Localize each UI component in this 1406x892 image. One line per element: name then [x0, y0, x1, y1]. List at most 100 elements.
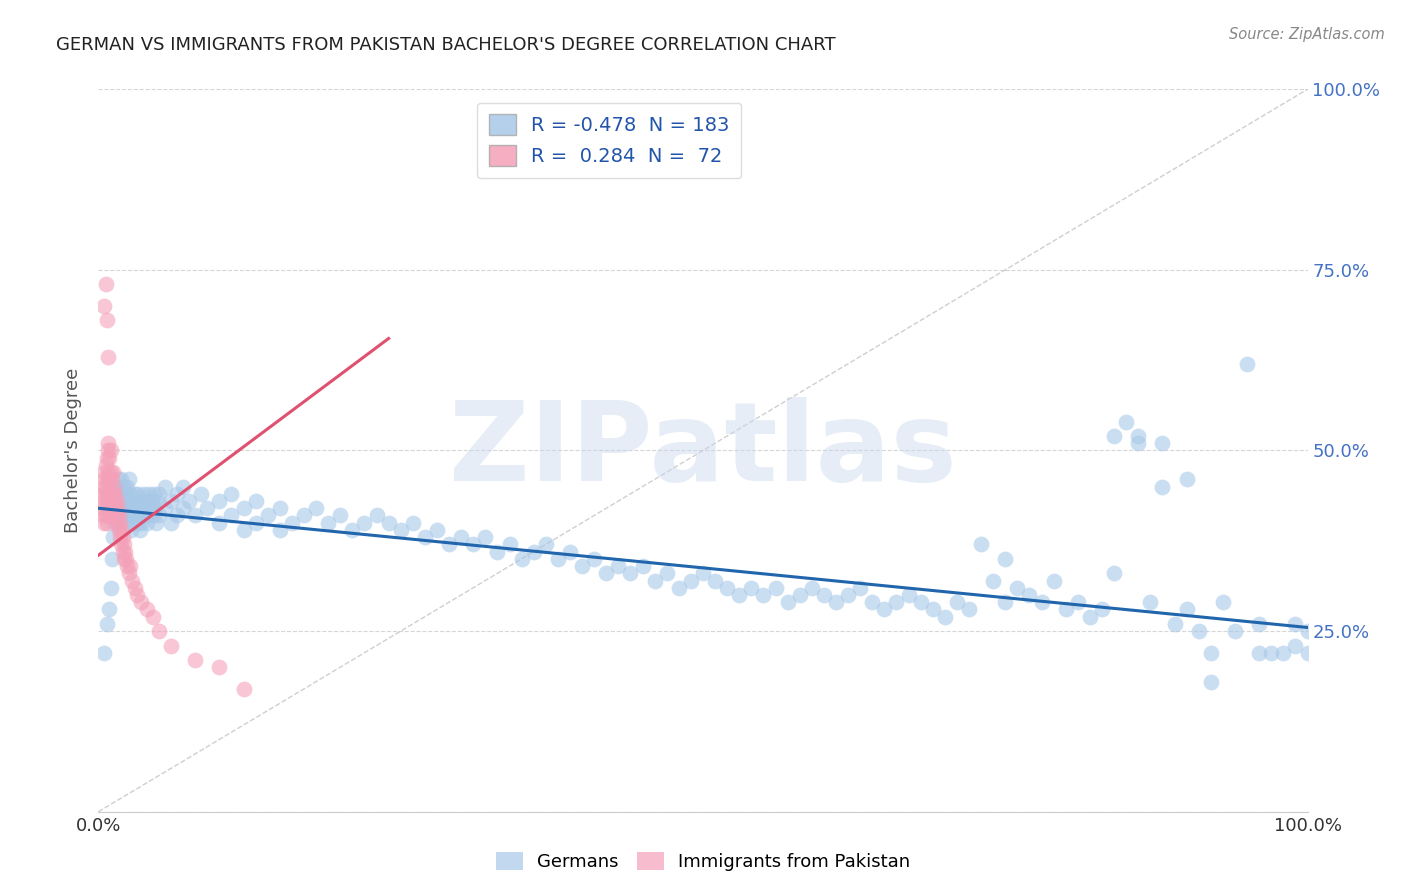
Point — [486, 544, 509, 558]
Point — [970, 537, 993, 551]
Point — [728, 588, 751, 602]
Point — [129, 516, 152, 530]
Point — [377, 516, 399, 530]
Point — [117, 480, 139, 494]
Point — [1272, 646, 1295, 660]
Point — [232, 681, 254, 696]
Point — [1091, 602, 1114, 616]
Point — [101, 508, 124, 523]
Point — [135, 501, 157, 516]
Point — [849, 581, 872, 595]
Y-axis label: Bachelor's Degree: Bachelor's Degree — [65, 368, 83, 533]
Point — [1115, 415, 1137, 429]
Point — [96, 313, 118, 327]
Point — [957, 602, 980, 616]
Point — [208, 494, 231, 508]
Point — [934, 609, 956, 624]
Point — [108, 530, 131, 544]
Point — [1018, 588, 1040, 602]
Text: Source: ZipAtlas.com: Source: ZipAtlas.com — [1229, 27, 1385, 42]
Point — [208, 660, 231, 674]
Point — [994, 595, 1017, 609]
Point — [129, 595, 152, 609]
Point — [353, 516, 375, 530]
Point — [1139, 595, 1161, 609]
Point — [179, 494, 201, 508]
Point — [1054, 602, 1077, 616]
Point — [1296, 624, 1319, 639]
Point — [366, 508, 388, 523]
Point — [105, 516, 128, 530]
Point — [910, 595, 932, 609]
Point — [765, 581, 787, 595]
Point — [184, 653, 207, 667]
Point — [110, 472, 132, 486]
Point — [91, 501, 114, 516]
Point — [837, 588, 859, 602]
Point — [221, 508, 243, 523]
Point — [121, 574, 143, 588]
Point — [127, 516, 149, 530]
Point — [107, 494, 129, 508]
Point — [1163, 616, 1185, 631]
Point — [184, 508, 207, 523]
Point — [134, 487, 156, 501]
Point — [131, 494, 153, 508]
Point — [127, 494, 149, 508]
Point — [316, 516, 339, 530]
Point — [245, 494, 267, 508]
Point — [143, 501, 166, 516]
Point — [97, 350, 120, 364]
Point — [160, 494, 183, 508]
Point — [135, 516, 157, 530]
Point — [523, 544, 546, 558]
Point — [94, 480, 117, 494]
Point — [127, 508, 149, 523]
Point — [208, 516, 231, 530]
Point — [292, 508, 315, 523]
Point — [101, 465, 124, 479]
Point — [534, 537, 557, 551]
Point — [139, 501, 162, 516]
Point — [994, 551, 1017, 566]
Point — [96, 616, 118, 631]
Point — [93, 465, 115, 479]
Point — [96, 516, 118, 530]
Point — [160, 516, 183, 530]
Point — [111, 530, 134, 544]
Point — [110, 537, 132, 551]
Point — [166, 487, 188, 501]
Point — [232, 523, 254, 537]
Point — [114, 516, 136, 530]
Point — [153, 501, 176, 516]
Point — [1284, 639, 1306, 653]
Point — [153, 480, 176, 494]
Point — [1042, 574, 1064, 588]
Point — [98, 472, 121, 486]
Point — [450, 530, 472, 544]
Point — [571, 559, 593, 574]
Point — [115, 487, 138, 501]
Point — [128, 501, 150, 516]
Point — [93, 299, 115, 313]
Point — [776, 595, 799, 609]
Point — [305, 501, 328, 516]
Point — [101, 530, 124, 544]
Point — [115, 551, 138, 566]
Point — [100, 472, 122, 486]
Point — [127, 588, 149, 602]
Point — [122, 508, 145, 523]
Text: GERMAN VS IMMIGRANTS FROM PAKISTAN BACHELOR'S DEGREE CORRELATION CHART: GERMAN VS IMMIGRANTS FROM PAKISTAN BACHE… — [56, 36, 835, 54]
Point — [138, 487, 160, 501]
Point — [125, 494, 148, 508]
Point — [679, 574, 702, 588]
Point — [97, 443, 120, 458]
Point — [692, 566, 714, 581]
Point — [135, 602, 157, 616]
Point — [800, 581, 823, 595]
Point — [146, 494, 169, 508]
Point — [108, 501, 131, 516]
Point — [101, 487, 124, 501]
Point — [1284, 616, 1306, 631]
Point — [104, 487, 127, 501]
